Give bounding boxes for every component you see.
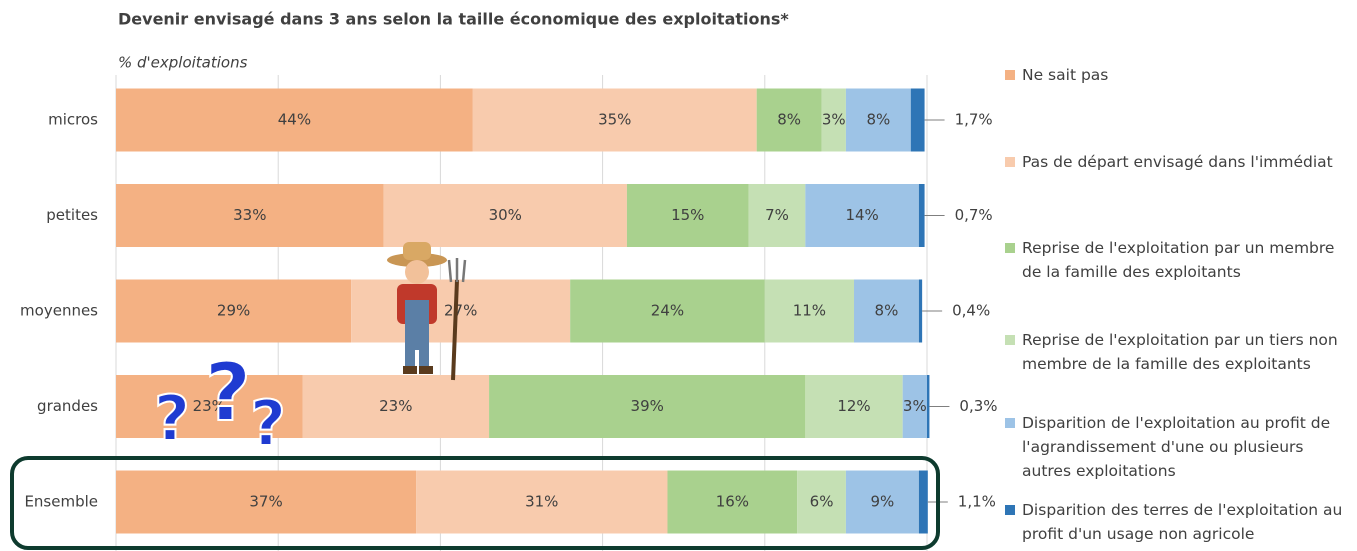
data-label: 7%	[765, 206, 789, 224]
bar-segment	[902, 375, 927, 438]
data-label: 44%	[278, 111, 311, 129]
bars: micros 44% 35% 8% 3% 8% 1,7% petites 33% 30% 15% 7%…	[20, 88, 998, 534]
data-label: 0,3%	[959, 397, 997, 415]
legend-swatch	[1005, 243, 1015, 253]
bar-segment	[667, 470, 798, 534]
data-label: 14%	[845, 206, 878, 224]
data-label: 3%	[903, 397, 927, 415]
bar-segment	[764, 279, 855, 343]
bar-segment	[910, 88, 925, 152]
legend-item: Ne sait pas	[1005, 63, 1350, 87]
bar-segment	[116, 470, 417, 534]
data-label: 12%	[837, 397, 870, 415]
bar-segment	[489, 375, 806, 438]
bar-segment	[927, 375, 930, 438]
bar-segment	[116, 375, 303, 438]
bar-segment	[918, 470, 928, 534]
legend-label: Reprise de l'exploitation par un tiers n…	[1022, 331, 1338, 373]
data-label: 0,7%	[955, 206, 993, 224]
legend-item: Pas de départ envisagé dans l'immédiat	[1005, 150, 1350, 174]
axis-label: % d'exploitations	[118, 54, 248, 72]
legend-swatch	[1005, 70, 1015, 80]
data-label: 16%	[716, 493, 749, 511]
annotations: ???	[153, 345, 287, 461]
bar-segment	[821, 88, 846, 152]
data-label: 6%	[810, 493, 834, 511]
bar-segment	[797, 470, 846, 534]
highlight-box	[10, 456, 940, 550]
legend-swatch	[1005, 157, 1015, 167]
bar-segment	[302, 375, 490, 438]
y-tick-label: Ensemble	[24, 493, 98, 511]
bar-segment	[116, 88, 473, 152]
data-label: 31%	[525, 493, 558, 511]
farmer-illustration	[387, 242, 467, 381]
bar-segment	[626, 184, 749, 247]
data-label: 24%	[651, 302, 684, 320]
data-label: 9%	[870, 493, 894, 511]
annotation: ?	[154, 382, 190, 455]
bar-segment	[918, 279, 923, 343]
y-tick-label: grandes	[37, 397, 98, 415]
legend-label: Disparition de l'exploitation au profit …	[1022, 414, 1331, 480]
bar-segment	[748, 184, 806, 247]
bar-segment	[805, 184, 919, 247]
data-label: 1,1%	[958, 493, 996, 511]
legend-item: Reprise de l'exploitation par un membre …	[1005, 236, 1350, 284]
data-label: 0,4%	[952, 302, 990, 320]
data-label: 37%	[249, 493, 282, 511]
annotation: ?	[250, 387, 286, 460]
data-label: 30%	[489, 206, 522, 224]
legend-item: Disparition de l'exploitation au profit …	[1005, 411, 1350, 483]
bar-segment	[918, 184, 925, 247]
data-label: 23%	[379, 397, 412, 415]
legend-item: Disparition des terres de l'exploitation…	[1005, 498, 1350, 546]
data-label: 1,7%	[955, 111, 993, 129]
bar-segment	[383, 184, 627, 247]
y-tick-label: petites	[46, 206, 98, 224]
bar-segment	[472, 88, 757, 152]
legend-swatch	[1005, 418, 1015, 428]
bar-segment	[351, 279, 571, 343]
bar-segment	[116, 279, 352, 343]
bar-segment	[845, 470, 919, 534]
legend-swatch	[1005, 505, 1015, 515]
y-tick-label: moyennes	[20, 302, 98, 320]
bar-segment	[756, 88, 822, 152]
bar-segment	[116, 184, 384, 247]
legend-label: Disparition des terres de l'exploitation…	[1022, 501, 1343, 543]
y-tick-label: micros	[48, 111, 98, 129]
data-label: 39%	[631, 397, 664, 415]
bar-segment	[854, 279, 919, 343]
data-label: 23%	[193, 397, 226, 415]
data-label: 33%	[233, 206, 266, 224]
legend-label: Ne sait pas	[1022, 66, 1109, 84]
legend-item: Reprise de l'exploitation par un tiers n…	[1005, 328, 1350, 376]
data-label: 8%	[875, 302, 899, 320]
bar-segment	[570, 279, 765, 343]
bar-segment	[416, 470, 668, 534]
data-label: 35%	[598, 111, 631, 129]
data-label: 27%	[444, 302, 477, 320]
data-label: 8%	[777, 111, 801, 129]
data-label: 3%	[822, 111, 846, 129]
legend-label: Reprise de l'exploitation par un membre …	[1022, 239, 1335, 281]
chart-title: Devenir envisagé dans 3 ans selon la tai…	[118, 10, 789, 29]
data-label: 15%	[671, 206, 704, 224]
data-label: 8%	[866, 111, 890, 129]
legend-label: Pas de départ envisagé dans l'immédiat	[1022, 153, 1333, 171]
legend-swatch	[1005, 335, 1015, 345]
data-label: 29%	[217, 302, 250, 320]
data-label: 11%	[793, 302, 826, 320]
bar-segment	[845, 88, 911, 152]
annotation: ?	[205, 346, 251, 439]
bar-segment	[805, 375, 903, 438]
